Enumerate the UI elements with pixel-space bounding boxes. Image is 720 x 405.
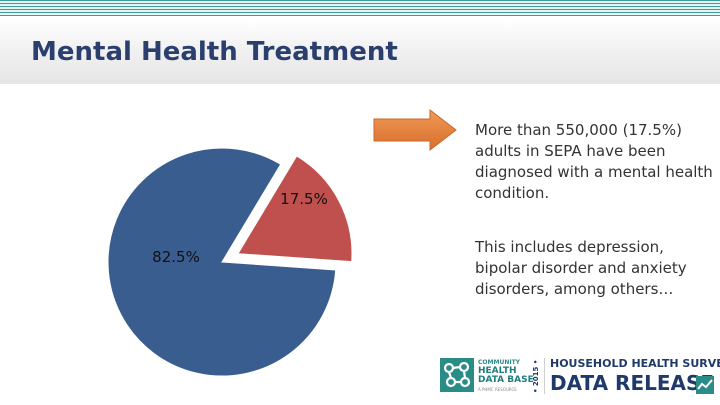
footer-logo: COMMUNITY HEALTH DATA BASE A PHMC RESOUR… [440, 354, 720, 398]
pie-label-82-5: 82.5% [152, 248, 200, 266]
pie-slice-17-5 [237, 155, 353, 263]
chdb-logo-icon [440, 358, 474, 392]
data-release-label: DATA RELEASE [550, 371, 715, 395]
survey-name: HOUSEHOLD HEALTH SURVEY [550, 357, 720, 370]
right-arrow-icon [373, 108, 457, 152]
title-band [0, 20, 720, 84]
logo-divider [544, 358, 545, 394]
pie-slice-82-5 [107, 147, 337, 377]
slide-title: Mental Health Treatment [31, 37, 398, 67]
trend-icon [696, 376, 714, 394]
header-stripes [0, 0, 720, 16]
pie-label-17-5: 17.5% [280, 190, 328, 208]
callout-conditions: This includes depression, bipolar disord… [475, 238, 687, 298]
callout-diagnosed: More than 550,000 (17.5%) adults in SEPA… [475, 121, 713, 202]
chdb-wordmark: COMMUNITY HEALTH DATA BASE A PHMC RESOUR… [478, 359, 534, 392]
survey-year: • 2015 • [532, 359, 540, 393]
